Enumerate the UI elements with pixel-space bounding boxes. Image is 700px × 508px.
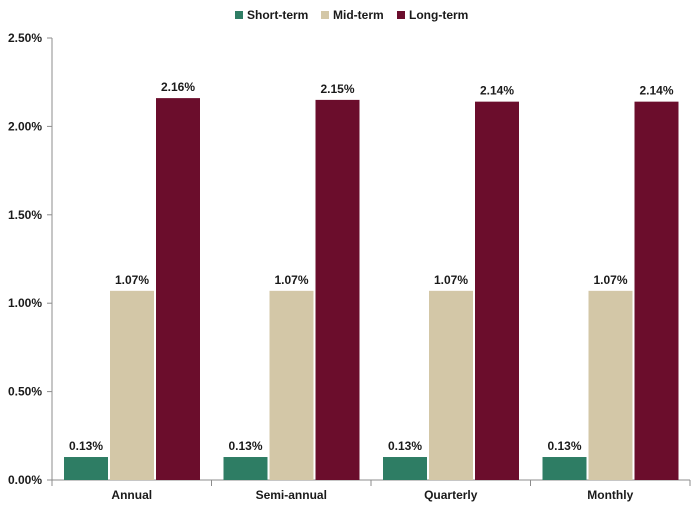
y-tick-label: 0.50% (8, 385, 42, 399)
x-tick-label: Annual (111, 488, 152, 502)
data-label: 0.13% (228, 439, 262, 453)
y-tick-label: 1.00% (8, 296, 42, 310)
data-label: 1.07% (274, 273, 308, 287)
legend-label: Long-term (409, 8, 468, 22)
legend-swatch (235, 11, 243, 19)
data-labels: 0.13% 1.07% 2.16% 0.13% 1.07% 2.15% 0.13% 1.07%… (69, 80, 674, 453)
y-tick-label: 2.50% (8, 31, 42, 45)
bar-short-term (64, 457, 108, 480)
data-label: 1.07% (593, 273, 627, 287)
data-label: 2.15% (320, 82, 354, 96)
x-tick-label: Semi-annual (256, 488, 327, 502)
bar-long-term (315, 99, 360, 480)
data-label: 0.13% (69, 439, 103, 453)
data-label: 2.14% (480, 84, 514, 98)
legend-label: Mid-term (333, 8, 384, 22)
x-tick-label: Monthly (587, 488, 633, 502)
data-label: 2.16% (161, 80, 195, 94)
bar-short-term (383, 457, 427, 480)
bar-mid-term (588, 290, 633, 480)
bar-mid-term (429, 290, 473, 480)
data-label: 0.13% (547, 439, 581, 453)
legend: Short-term Mid-term Long-term (235, 8, 468, 22)
bars (64, 98, 679, 480)
bar-long-term (634, 101, 679, 480)
bar-short-term (542, 457, 587, 480)
y-tick-label: 2.00% (8, 119, 42, 133)
y-tick-label: 0.00% (8, 473, 42, 487)
bar-short-term (223, 457, 268, 480)
x-tick-label: Quarterly (424, 488, 478, 502)
legend-label: Short-term (247, 8, 308, 22)
legend-swatch (321, 11, 329, 19)
y-tick-label: 1.50% (8, 208, 42, 222)
data-label: 1.07% (115, 273, 149, 287)
bar-long-term (475, 101, 519, 480)
bar-long-term (156, 98, 200, 480)
data-label: 2.14% (639, 84, 673, 98)
legend-swatch (397, 11, 405, 19)
y-axis: 0.00% 0.50% 1.00% 1.50% 2.00% 2.50% (8, 31, 53, 487)
data-label: 1.07% (434, 273, 468, 287)
bar-mid-term (269, 290, 314, 480)
bar-mid-term (110, 290, 154, 480)
data-label: 0.13% (388, 439, 422, 453)
x-axis: Annual Semi-annual Quarterly Monthly (51, 479, 691, 502)
